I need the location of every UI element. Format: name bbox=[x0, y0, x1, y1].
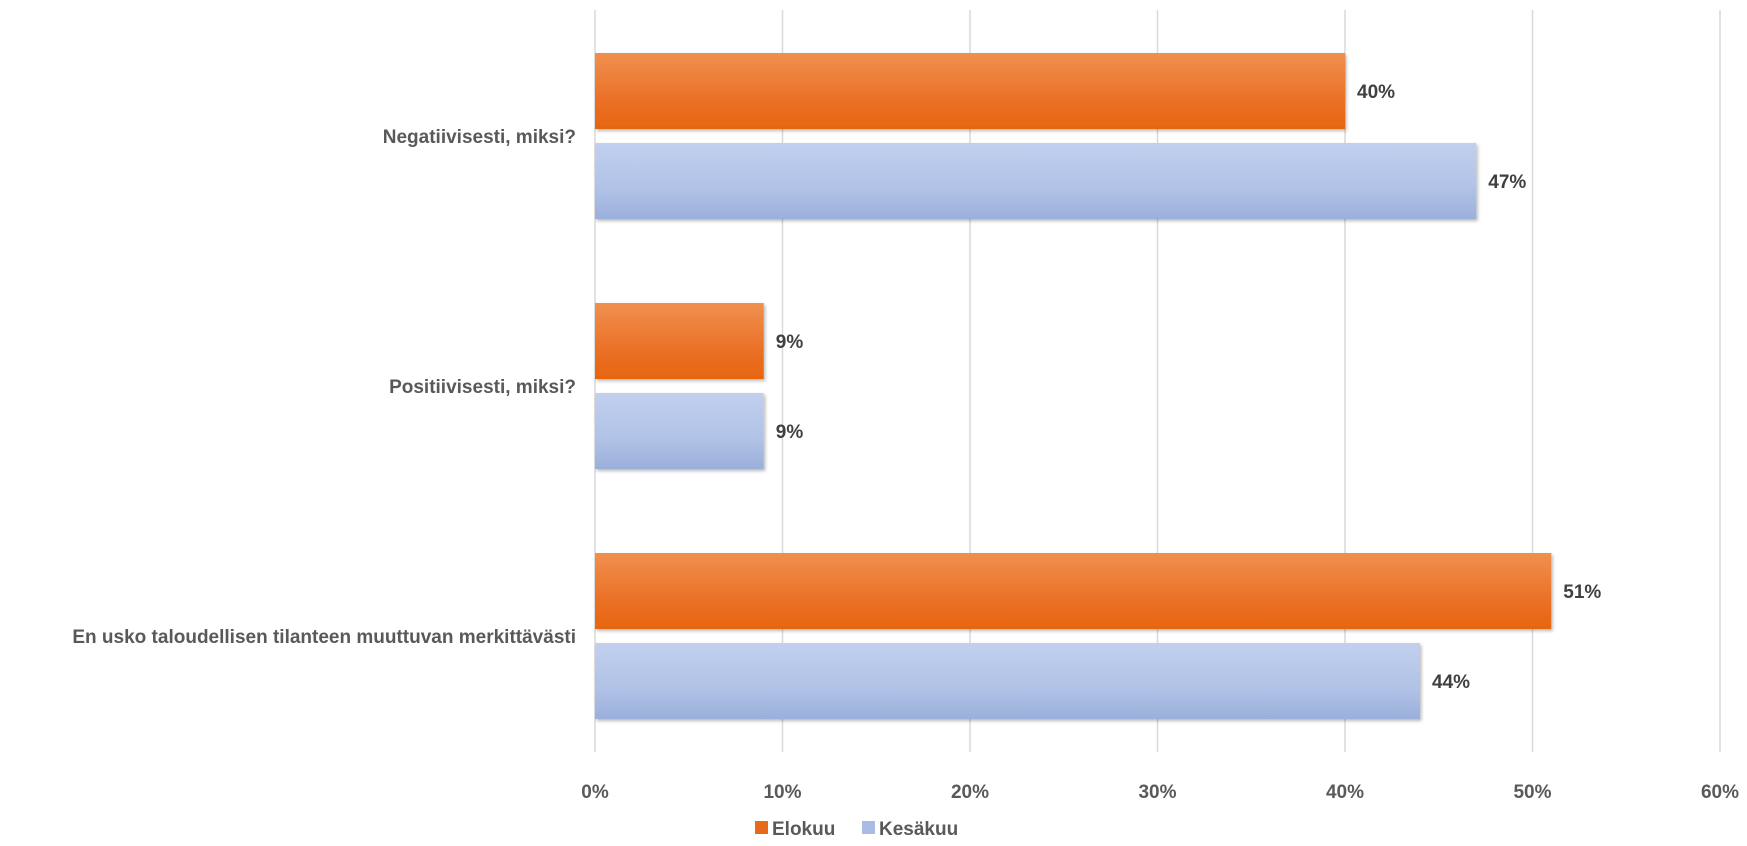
x-tick-label: 0% bbox=[581, 782, 609, 803]
data-label: 40% bbox=[1357, 82, 1395, 103]
legend-swatch-elokuu bbox=[755, 821, 768, 834]
data-label: 9% bbox=[776, 422, 804, 443]
x-tick-label: 30% bbox=[1138, 782, 1176, 803]
data-label: 51% bbox=[1563, 582, 1601, 603]
bar-elokuu bbox=[595, 303, 764, 379]
bar-elokuu bbox=[595, 53, 1345, 129]
data-label: 44% bbox=[1432, 672, 1470, 693]
x-tick-label: 40% bbox=[1326, 782, 1364, 803]
data-label: 9% bbox=[776, 332, 804, 353]
x-tick-label: 20% bbox=[951, 782, 989, 803]
bar-kesakuu bbox=[595, 643, 1420, 719]
category-label: En usko taloudellisen tilanteen muuttuva… bbox=[72, 627, 576, 648]
data-label: 47% bbox=[1488, 172, 1526, 193]
bar-kesakuu bbox=[595, 393, 764, 469]
bar-elokuu bbox=[595, 553, 1552, 629]
x-tick-label: 10% bbox=[763, 782, 801, 803]
category-label: Negatiivisesti, miksi? bbox=[383, 127, 576, 148]
legend-label-elokuu: Elokuu bbox=[772, 819, 835, 840]
legend-swatch-kesakuu bbox=[862, 821, 875, 834]
legend-label-kesakuu: Kesäkuu bbox=[879, 819, 958, 840]
x-tick-label: 60% bbox=[1701, 782, 1739, 803]
category-label: Positiivisesti, miksi? bbox=[389, 377, 576, 398]
bar-kesakuu bbox=[595, 143, 1477, 219]
x-tick-label: 50% bbox=[1513, 782, 1551, 803]
